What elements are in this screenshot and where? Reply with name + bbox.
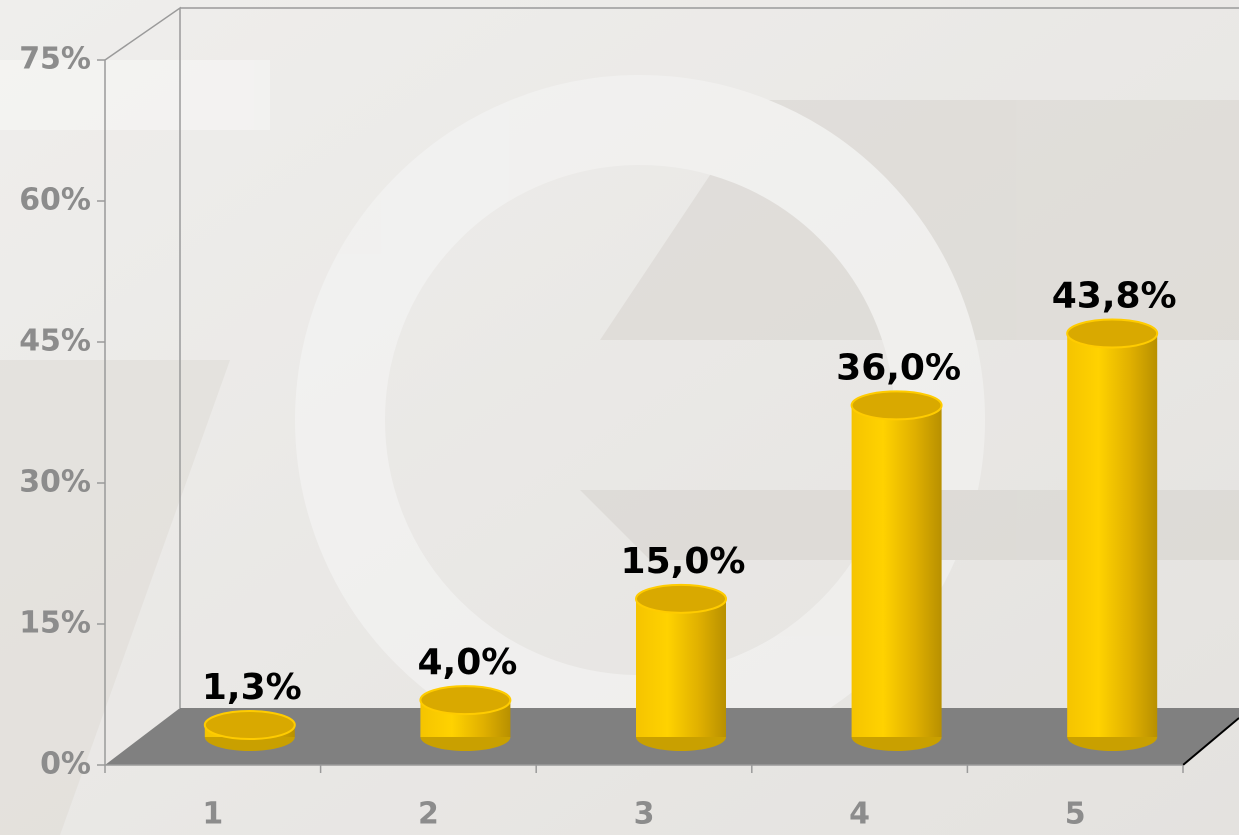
x-tick-label: 2 [418, 797, 439, 832]
x-tick-label: 3 [634, 797, 655, 832]
cylinder-top [635, 583, 727, 614]
y-tick-label: 0% [40, 747, 91, 782]
bar [636, 598, 726, 737]
cylinder [850, 390, 943, 751]
y-tick-label: 75% [19, 42, 91, 77]
cylinder-top [850, 390, 943, 421]
cylinder [635, 583, 727, 751]
cylinder [203, 710, 296, 751]
cylinder-top [1066, 318, 1159, 349]
cylinder [419, 685, 512, 751]
value-label: 1,3% [202, 667, 302, 708]
value-label: 15,0% [621, 541, 746, 582]
floor-edge [1182, 717, 1239, 766]
cylinder-top [419, 685, 512, 716]
x-tick-label: 5 [1065, 797, 1086, 832]
y-tick-label: 30% [19, 465, 91, 500]
value-label: 4,0% [417, 642, 517, 683]
x-tick-label: 1 [202, 797, 223, 832]
value-label: 36,0% [836, 347, 961, 388]
y-tick-label: 60% [19, 183, 91, 218]
cylinder [1066, 318, 1159, 751]
walls [104, 6, 1239, 765]
y-tick-label: 15% [19, 606, 91, 641]
bar [851, 405, 942, 737]
cylinder-top [203, 710, 296, 741]
bar [1067, 333, 1158, 737]
value-label: 43,8% [1052, 276, 1177, 317]
x-tick-label: 4 [849, 797, 870, 832]
y-tick-label: 45% [19, 324, 91, 359]
